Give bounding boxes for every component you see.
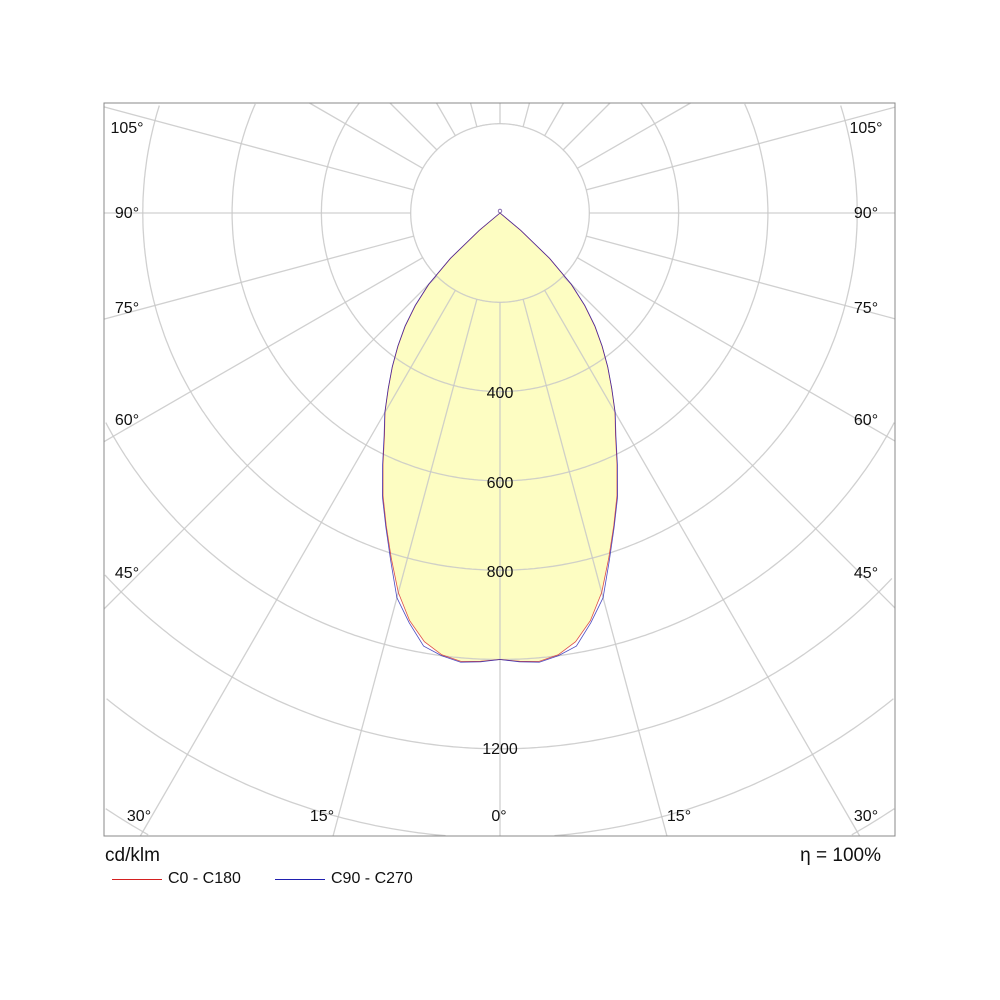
legend-label: C90 - C270 bbox=[331, 870, 413, 887]
radial-tick-label: 400 bbox=[487, 385, 514, 402]
angle-label: 15° bbox=[667, 808, 691, 825]
radial-tick-label: 1200 bbox=[482, 741, 518, 758]
grid-ray bbox=[469, 102, 478, 127]
angle-label: 15° bbox=[310, 808, 334, 825]
grid-ray bbox=[522, 102, 531, 127]
grid-ray bbox=[586, 106, 896, 191]
angle-label: 90° bbox=[854, 205, 878, 222]
grid-ray bbox=[309, 102, 423, 169]
grid-ray bbox=[544, 102, 565, 136]
legend-swatch-blue bbox=[275, 878, 325, 880]
radial-tick-label: 600 bbox=[487, 475, 514, 492]
angle-label: 0° bbox=[491, 808, 506, 825]
series-curve-1 bbox=[381, 212, 619, 663]
grid-ray bbox=[103, 235, 414, 320]
angle-label: 30° bbox=[127, 808, 151, 825]
grid-ray bbox=[139, 290, 456, 837]
grid-circle bbox=[320, 102, 680, 393]
efficiency-label: η = 100% bbox=[800, 845, 881, 866]
grid-circle bbox=[105, 808, 895, 836]
legend-item-c0-c180: C0 - C180 bbox=[112, 870, 241, 888]
legend-label: C0 - C180 bbox=[168, 870, 241, 887]
angle-label: 45° bbox=[854, 565, 878, 582]
grid-ray bbox=[103, 106, 414, 191]
unit-label: cd/klm bbox=[105, 845, 160, 866]
radial-tick-label: 800 bbox=[487, 564, 514, 581]
angle-label: 60° bbox=[854, 412, 878, 429]
origin-marker bbox=[497, 208, 503, 214]
angle-label: 30° bbox=[854, 808, 878, 825]
angle-label: 60° bbox=[115, 412, 139, 429]
grid-ray bbox=[103, 275, 438, 610]
angle-label: 105° bbox=[110, 120, 143, 137]
grid-circle bbox=[104, 574, 893, 750]
grid-circle bbox=[106, 698, 894, 837]
grid-ray bbox=[562, 102, 611, 151]
grid-ray bbox=[103, 257, 423, 443]
grid-ray bbox=[577, 102, 691, 169]
grid-ray bbox=[522, 299, 668, 837]
grid-circle bbox=[105, 422, 895, 661]
angle-label: 75° bbox=[854, 300, 878, 317]
grid-circle bbox=[231, 103, 769, 482]
angle-label: 75° bbox=[115, 300, 139, 317]
grid-ray bbox=[389, 102, 438, 151]
plot-frame bbox=[103, 102, 896, 837]
legend-swatch-red bbox=[112, 878, 162, 880]
grid-ray bbox=[544, 290, 861, 837]
angle-label: 45° bbox=[115, 565, 139, 582]
grid-ray bbox=[586, 235, 896, 320]
legend-item-c90-c270: C90 - C270 bbox=[275, 870, 413, 888]
grid-ray bbox=[577, 257, 896, 442]
grid-ray bbox=[435, 102, 456, 136]
angle-label: 105° bbox=[849, 120, 882, 137]
grid-ray bbox=[562, 275, 896, 609]
angle-label: 90° bbox=[115, 205, 139, 222]
grid-ray bbox=[332, 299, 478, 837]
